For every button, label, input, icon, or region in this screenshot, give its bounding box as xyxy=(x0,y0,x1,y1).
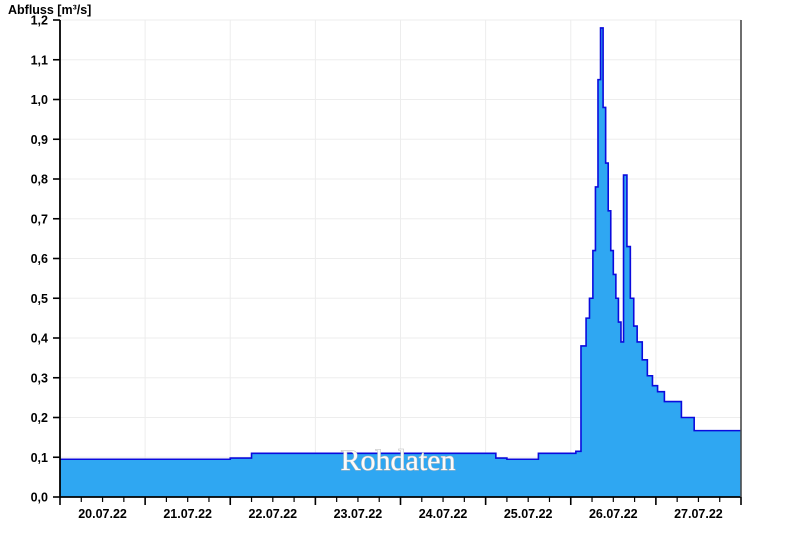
x-axis-ticks xyxy=(59,497,742,505)
y-tick-label: 0,8 xyxy=(31,173,48,187)
x-tick-label: 20.07.22 xyxy=(78,507,127,521)
y-tick-label: 0,9 xyxy=(31,133,48,147)
series-layer xyxy=(60,27,741,497)
y-tick-label: 0,0 xyxy=(31,491,48,505)
y-tick-label: 1,1 xyxy=(31,53,48,67)
x-tick-label: 22.07.22 xyxy=(248,507,297,521)
x-tick-label: 21.07.22 xyxy=(163,507,212,521)
y-axis-title: Abfluss [m³/s] xyxy=(8,3,91,17)
y-tick-label: 1,0 xyxy=(31,93,48,107)
x-tick-label: 23.07.22 xyxy=(334,507,383,521)
x-tick-label: 27.07.22 xyxy=(674,507,723,521)
abfluss-area-fill xyxy=(60,27,741,497)
y-tick-label: 0,1 xyxy=(31,451,48,465)
abfluss-line xyxy=(60,27,741,461)
y-tick-label: 0,7 xyxy=(31,212,48,226)
x-axis-tick-labels: 20.07.22 21.07.22 22.07.22 23.07.22 24.07.22… xyxy=(78,507,723,521)
y-tick-label: 0,5 xyxy=(31,292,48,306)
y-tick-label: 0,6 xyxy=(31,252,48,266)
y-axis-tick-labels: 0,0 0,1 0,2 0,3 0,4 0,5 0,6 0,7 0,8 0,9 1,0 1,1 1,2 xyxy=(31,14,48,505)
x-tick-label: 24.07.22 xyxy=(419,507,468,521)
y-axis-ticks xyxy=(53,19,60,498)
rohdaten-watermark: Rohdaten xyxy=(341,444,456,477)
y-tick-label: 0,4 xyxy=(31,332,48,346)
y-tick-label: 0,2 xyxy=(31,411,48,425)
x-tick-label: 25.07.22 xyxy=(504,507,553,521)
y-tick-label: 0,3 xyxy=(31,371,48,385)
y-tick-label: 1,2 xyxy=(31,14,48,28)
x-tick-label: 26.07.22 xyxy=(589,507,638,521)
